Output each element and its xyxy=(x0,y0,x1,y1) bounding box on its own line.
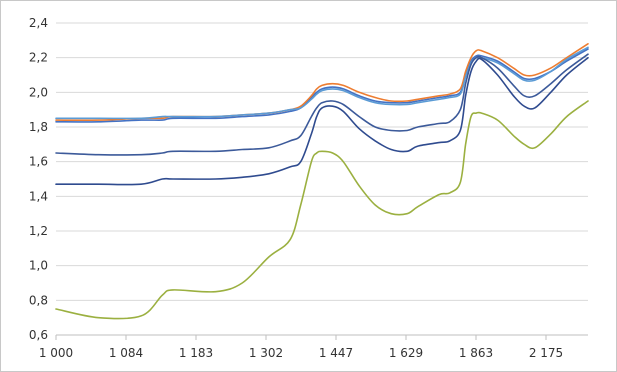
x-tick-label: 1 000 xyxy=(39,346,73,360)
x-tick-label: 1 863 xyxy=(459,346,493,360)
series-line-3 xyxy=(55,46,589,120)
series-line-6 xyxy=(55,100,589,320)
x-tick-label: 2 175 xyxy=(529,346,563,360)
x-tick-labels: 1 000 1 084 1 183 1 302 1 447 1 629 1 863 2 175 xyxy=(39,346,563,360)
x-tick-label: 1 084 xyxy=(109,346,143,360)
x-tick-label: 1 629 xyxy=(389,346,423,360)
y-tick-label: 1,4 xyxy=(29,189,48,203)
y-tick-label: 1,2 xyxy=(29,224,48,238)
series-line-4 xyxy=(55,53,589,156)
y-tick-label: 0,8 xyxy=(29,293,48,307)
series-line-1 xyxy=(55,48,589,123)
x-tick-label: 1 302 xyxy=(249,346,283,360)
y-tick-label: 2,0 xyxy=(29,85,48,99)
series-lines xyxy=(55,43,589,320)
gridlines xyxy=(56,22,588,301)
y-tick-label: 1,6 xyxy=(29,155,48,169)
y-tick-labels: 0,6 0,8 1,0 1,2 1,4 1,6 1,8 2,0 2,2 2,4 xyxy=(29,16,48,342)
y-tick-label: 2,2 xyxy=(29,51,48,65)
series-line-5 xyxy=(55,56,589,186)
y-tick-label: 0,6 xyxy=(29,328,48,342)
y-tick-label: 2,4 xyxy=(29,16,48,30)
y-tick-label: 1,0 xyxy=(29,259,48,273)
y-tick-label: 1,8 xyxy=(29,120,48,134)
axes xyxy=(55,334,588,340)
x-tick-label: 1 447 xyxy=(319,346,353,360)
x-tick-label: 1 183 xyxy=(179,346,213,360)
